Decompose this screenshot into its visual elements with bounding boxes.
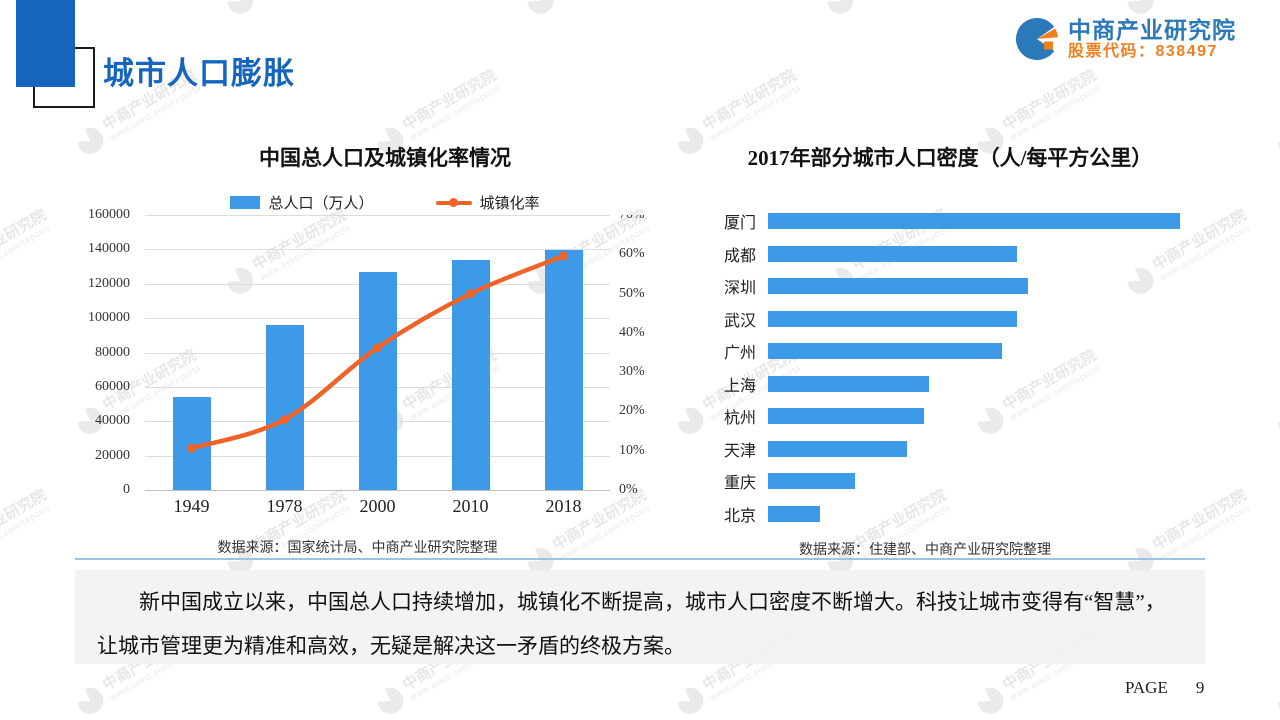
density-row-成都: 成都	[690, 238, 1220, 271]
bar-track	[768, 408, 1220, 425]
summary-box: 新中国成立以来，中国总人口持续增加，城镇化不断提高，城市人口密度不断增大。科技让…	[75, 570, 1205, 664]
population-plot-area	[145, 215, 610, 491]
density-row-北京: 北京	[690, 498, 1220, 531]
brand-name: 中商产业研究院	[1068, 16, 1236, 43]
bar-2000	[358, 272, 397, 490]
legend-line-label: 城镇化率	[479, 196, 540, 212]
density-row-杭州: 杭州	[690, 400, 1220, 433]
density-bar	[768, 278, 1028, 295]
density-row-上海: 上海	[690, 368, 1220, 401]
density-bar	[768, 473, 855, 490]
density-row-厦门: 厦门	[690, 205, 1220, 238]
brand-logo: 中商产业研究院 股票代码：838497	[1014, 16, 1236, 62]
density-row-深圳: 深圳	[690, 270, 1220, 303]
brand-logo-icon	[1015, 18, 1058, 61]
density-bar	[768, 245, 1017, 262]
legend-line-swatch	[435, 198, 472, 207]
bar-track	[768, 310, 1220, 327]
urbanization-rate-line	[187, 251, 568, 453]
legend-line-marker	[449, 198, 458, 207]
density-bar	[768, 408, 924, 425]
title-accent-rect	[16, 0, 75, 87]
footer-page-label: PAGE	[1125, 678, 1168, 697]
city-label: 武汉	[723, 312, 756, 330]
page-footer: PAGE 9	[1125, 678, 1204, 698]
density-row-武汉: 武汉	[690, 303, 1220, 336]
legend-bar-label: 总人口（万人）	[268, 196, 374, 212]
density-plot-area: 厦门成都深圳武汉广州上海杭州天津重庆北京	[690, 205, 1220, 530]
city-label: 杭州	[723, 410, 756, 428]
bar-track	[768, 473, 1220, 490]
legend-item-population: 总人口（万人）	[230, 192, 374, 213]
summary-text: 新中国成立以来，中国总人口持续增加，城镇化不断提高，城市人口密度不断增大。科技让…	[97, 590, 1166, 658]
page-title: 城市人口膨胀	[103, 56, 295, 91]
density-bar	[768, 375, 929, 392]
city-label: 天津	[723, 442, 756, 460]
density-row-重庆: 重庆	[690, 465, 1220, 498]
density-bar	[768, 440, 907, 457]
bar-track	[768, 213, 1220, 230]
city-label: 广州	[723, 345, 756, 363]
bar-track	[768, 375, 1220, 392]
bar-track	[768, 343, 1220, 360]
population-right-axis: 70%60%50%40%30%20%10%0%	[619, 215, 644, 497]
density-bar	[768, 343, 1002, 360]
city-label: 重庆	[723, 475, 756, 493]
city-label: 北京	[723, 507, 756, 525]
brand-stock-code: 股票代码：838497	[1068, 43, 1218, 61]
density-chart-title: 2017年部分城市人口密度（人/每平方公里）	[747, 146, 1153, 170]
bar-1978	[265, 324, 304, 490]
bar-2018	[544, 250, 583, 490]
city-label: 成都	[723, 247, 756, 265]
bar-track	[768, 278, 1220, 295]
bar-track	[768, 245, 1220, 262]
legend-bar-swatch	[230, 196, 261, 209]
density-row-广州: 广州	[690, 335, 1220, 368]
population-x-axis: 1949 1978 2000 2010 2018	[173, 496, 582, 516]
density-row-天津: 天津	[690, 433, 1220, 466]
population-chart-title: 中国总人口及城镇化率情况	[259, 146, 511, 170]
city-label: 深圳	[723, 280, 756, 298]
density-bar	[768, 505, 820, 522]
city-label: 上海	[723, 377, 756, 395]
separator-line	[75, 558, 1205, 560]
legend-item-urbanization: 城镇化率	[435, 192, 540, 213]
population-left-axis: 160000 140000 120000 100000 80000 60000 40000 2…	[88, 207, 130, 497]
bar-track	[768, 440, 1220, 457]
footer-page-number: 9	[1195, 678, 1205, 697]
population-chart-legend: 总人口（万人） 城镇化率	[140, 192, 630, 213]
density-bar	[768, 213, 1180, 230]
population-chart-source: 数据来源：国家统计局、中商产业研究院整理	[217, 541, 498, 556]
city-label: 厦门	[723, 215, 756, 233]
density-chart-source: 数据来源：住建部、中商产业研究院整理	[799, 543, 1051, 558]
density-bar	[768, 310, 1017, 327]
bar-track	[768, 505, 1220, 522]
